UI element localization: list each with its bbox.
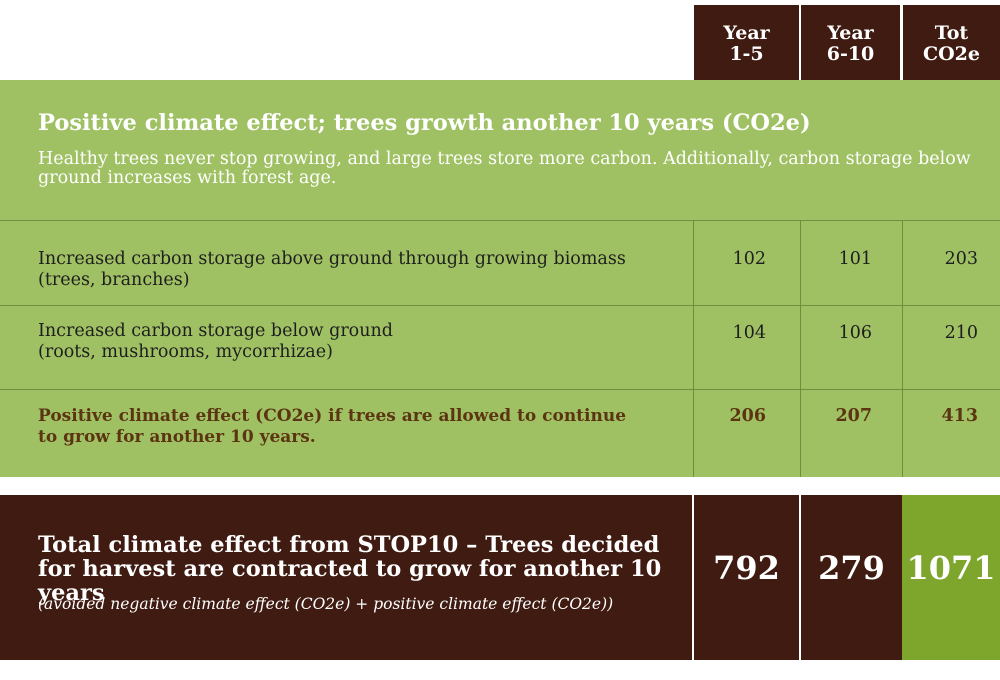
header-label: CO2e xyxy=(923,43,980,65)
value-total: 210 xyxy=(944,323,978,343)
header-label: 6-10 xyxy=(826,43,875,65)
header-label: Year xyxy=(827,22,874,44)
row-divider xyxy=(0,220,1000,221)
label-line: Increased carbon storage above ground th… xyxy=(38,249,626,269)
label-line: Increased carbon storage below ground xyxy=(38,321,393,341)
header-label: 1-5 xyxy=(729,43,764,65)
value-year-6-10: 106 xyxy=(838,323,872,343)
label-line: (roots, mushrooms, mycorrhizae) xyxy=(38,342,333,362)
label-line: (trees, branches) xyxy=(38,270,190,290)
total-co2e: 1071 xyxy=(906,549,996,587)
summary-year-1-5: 206 xyxy=(729,406,766,426)
row-divider xyxy=(0,389,1000,390)
total-highlight-cell xyxy=(902,495,1000,660)
column-divider xyxy=(693,220,694,477)
total-year-1-5: 792 xyxy=(713,549,780,587)
row-label-above-ground: Increased carbon storage above ground th… xyxy=(38,249,626,291)
column-divider xyxy=(800,220,801,477)
label-line: Positive climate effect (CO2e) if trees … xyxy=(38,406,627,426)
summary-total: 413 xyxy=(941,406,978,426)
total-title: Total climate effect from STOP10 – Trees… xyxy=(38,532,662,606)
value-year-6-10: 101 xyxy=(838,249,872,269)
column-divider xyxy=(799,495,801,660)
total-effect-section xyxy=(0,495,902,660)
header-label: Year xyxy=(723,22,770,44)
header-year-6-10: Year 6-10 xyxy=(801,5,900,80)
positive-effect-section xyxy=(0,80,1000,477)
value-total: 203 xyxy=(944,249,978,269)
header-label: Tot xyxy=(934,22,969,44)
row-divider xyxy=(0,305,1000,306)
column-divider xyxy=(692,495,694,660)
total-year-6-10: 279 xyxy=(818,549,885,587)
summary-year-6-10: 207 xyxy=(835,406,872,426)
header-total-co2e: Tot CO2e xyxy=(903,5,1000,80)
column-divider xyxy=(902,220,903,477)
value-year-1-5: 102 xyxy=(732,249,766,269)
total-subtitle: (avoided negative climate effect (CO2e) … xyxy=(38,595,614,613)
row-label-below-ground: Increased carbon storage below ground (r… xyxy=(38,321,393,363)
section-description: Healthy trees never stop growing, and la… xyxy=(38,149,971,188)
value-year-1-5: 104 xyxy=(732,323,766,343)
header-year-1-5: Year 1-5 xyxy=(694,5,799,80)
label-line: to grow for another 10 years. xyxy=(38,427,316,447)
section-title: Positive climate effect; trees growth an… xyxy=(38,110,811,136)
row-label-positive-summary: Positive climate effect (CO2e) if trees … xyxy=(38,406,626,448)
